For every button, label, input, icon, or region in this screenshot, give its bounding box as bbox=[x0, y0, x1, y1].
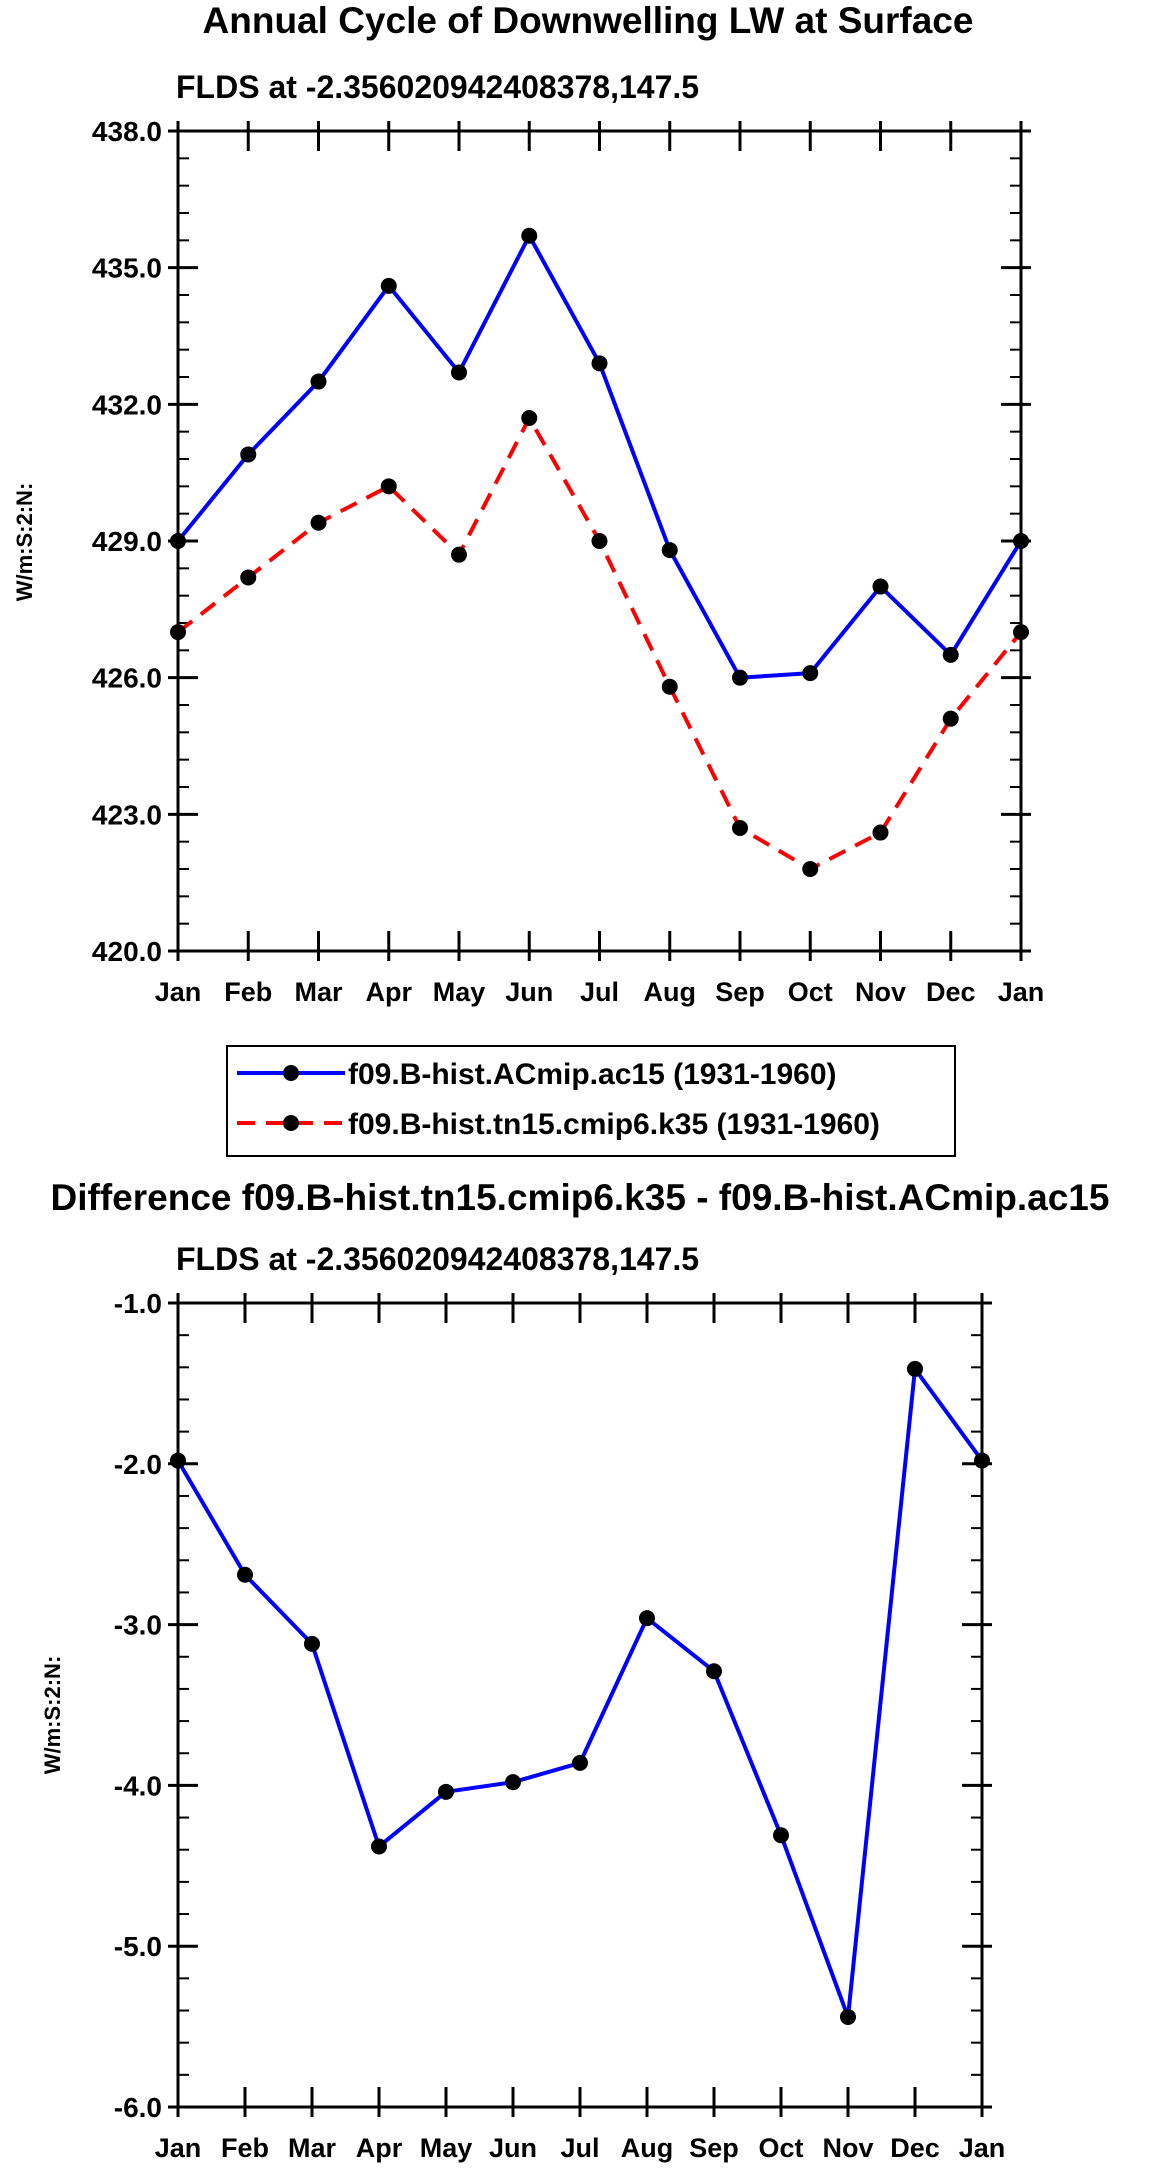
chart2-xtick-label: Oct bbox=[758, 2133, 803, 2163]
chart1-xtick-label: Mar bbox=[294, 977, 343, 1007]
chart1-xtick-label: Jul bbox=[580, 977, 619, 1007]
chart2-xtick-label: Sep bbox=[689, 2133, 739, 2163]
chart1-ytick-label: 432.0 bbox=[92, 389, 162, 420]
chart1-series-2-point bbox=[661, 678, 678, 695]
chart1-series-2-line bbox=[176, 416, 1023, 871]
chart1-series-1-point bbox=[170, 533, 186, 549]
chart1-series-2-point bbox=[942, 710, 959, 727]
chart2-xtick-label: Jan bbox=[155, 2133, 202, 2163]
chart1-xtick-label: Aug bbox=[644, 977, 696, 1007]
legend: f09.B-hist.ACmip.ac15 (1931-1960) f09.B-… bbox=[226, 1045, 956, 1157]
chart1-xtick-label: Feb bbox=[224, 977, 272, 1007]
chart2-series-1-point bbox=[639, 1610, 655, 1627]
legend-marker-series-1 bbox=[283, 1065, 299, 1081]
chart2-xtick-label: May bbox=[420, 2133, 473, 2163]
chart1-series-1-point bbox=[732, 669, 748, 686]
chart2-series-1-point bbox=[170, 1452, 186, 1469]
chart2-ytick-label: -3.0 bbox=[114, 1610, 162, 1641]
legend-box bbox=[226, 1045, 956, 1157]
chart1-subtitle: FLDS at -2.356020942408378,147.5 bbox=[176, 69, 699, 105]
chart2-title: Difference f09.B-hist.tn15.cmip6.k35 - f… bbox=[51, 1177, 1110, 1218]
chart2-plot-area: -6.0 -5.0 -4.0 -3.0 -2.0 -1.0 Jan Feb Mar Apr May J… bbox=[114, 1288, 1006, 2163]
chart2-series-1-point bbox=[505, 1774, 521, 1791]
chart1-series-1-point bbox=[591, 355, 608, 372]
chart1-series-2-point bbox=[310, 514, 327, 531]
chart1-series-1-point bbox=[872, 578, 889, 595]
chart2-ytick-label: -1.0 bbox=[114, 1288, 162, 1319]
chart2-subtitle: FLDS at -2.356020942408378,147.5 bbox=[176, 1241, 699, 1277]
chart1-xtick-label: Jun bbox=[505, 977, 553, 1007]
chart2-ylabel: W/m:S:2:N: bbox=[40, 1656, 65, 1775]
chart1-ytick-label: 435.0 bbox=[92, 253, 162, 284]
chart1-series-1-point bbox=[942, 646, 959, 663]
legend-label-series-2: f09.B-hist.tn15.cmip6.k35 (1931-1960) bbox=[348, 1108, 880, 1141]
chart1-series-1-point bbox=[661, 542, 678, 559]
chart1-xtick-label: Jan bbox=[998, 977, 1045, 1007]
chart1-series-1-point bbox=[1013, 533, 1029, 549]
legend-label-series-1: f09.B-hist.ACmip.ac15 (1931-1960) bbox=[348, 1058, 837, 1091]
chart1-series-1-point bbox=[380, 277, 397, 294]
chart1-series-1-point bbox=[240, 446, 257, 463]
chart2-series-1-line bbox=[176, 1366, 984, 2019]
chart1-title: Annual Cycle of Downwelling LW at Surfac… bbox=[203, 0, 974, 41]
chart1-series-1-line bbox=[176, 233, 1023, 680]
chart1-series-2-point bbox=[732, 820, 748, 836]
chart2-series-1-point bbox=[304, 1635, 320, 1652]
chart1-xtick-label: Oct bbox=[788, 977, 833, 1007]
chart2-xtick-label: Aug bbox=[621, 2133, 673, 2163]
chart2-xtick-label: Feb bbox=[221, 2133, 269, 2163]
chart1-series-1-point bbox=[521, 227, 538, 244]
chart2-series-1-point bbox=[371, 1838, 387, 1855]
chart1-ytick-label: 423.0 bbox=[92, 799, 162, 830]
chart1-xtick-label: Dec bbox=[926, 977, 976, 1007]
chart1-ytick-label: 420.0 bbox=[92, 936, 162, 967]
chart1-ytick-label: 426.0 bbox=[92, 663, 162, 694]
chart2-series-1-point bbox=[974, 1452, 990, 1469]
chart1-series-2-point bbox=[872, 824, 889, 841]
chart1-series-2-point bbox=[240, 569, 257, 586]
chart2-xtick-label: Mar bbox=[288, 2133, 337, 2163]
chart2-xtick-label: Jun bbox=[489, 2133, 537, 2163]
chart2-series-1-point bbox=[773, 1827, 789, 1844]
chart1-xtick-label: Apr bbox=[366, 977, 413, 1007]
chart1-series-2-point bbox=[591, 533, 608, 549]
chart1-series-1-point bbox=[451, 364, 467, 381]
chart1-series-2-point bbox=[451, 546, 467, 563]
chart2-xtick-label: Nov bbox=[822, 2133, 873, 2163]
chart2-xtick-label: Dec bbox=[890, 2133, 940, 2163]
chart2-series-1-point bbox=[237, 1566, 253, 1583]
chart2-series-1-point bbox=[438, 1783, 454, 1800]
chart2-xtick-label: Jul bbox=[560, 2133, 599, 2163]
chart2-series-1-point bbox=[840, 2008, 856, 2025]
chart2-ytick-label: -4.0 bbox=[114, 1770, 162, 1801]
chart2-ytick-label: -6.0 bbox=[114, 2092, 162, 2123]
chart1-series-2-point bbox=[1013, 624, 1029, 641]
chart2-series-1-point bbox=[706, 1663, 722, 1680]
chart2-frame bbox=[176, 1301, 984, 2109]
chart1-series-2-point bbox=[802, 861, 819, 877]
chart1-series-2-point bbox=[170, 624, 186, 641]
chart1-series-1-point bbox=[802, 665, 819, 682]
chart1-plot-area: 420.0 423.0 426.0 429.0 432.0 435.0 438.0 Jan Fe… bbox=[92, 116, 1044, 1007]
chart1-xtick-label: Nov bbox=[855, 977, 906, 1007]
legend-marker-series-2 bbox=[283, 1115, 299, 1131]
chart1-series-2-point bbox=[380, 478, 397, 495]
chart2-xtick-label: Apr bbox=[356, 2133, 403, 2163]
chart1-series-2-point bbox=[521, 410, 538, 426]
chart1-ylabel: W/m:S:2:N: bbox=[12, 483, 37, 602]
chart1-ytick-label: 438.0 bbox=[92, 116, 162, 147]
chart1-series-1-point bbox=[310, 373, 327, 390]
chart1-xtick-label: Sep bbox=[715, 977, 765, 1007]
chart1-xtick-label: Jan bbox=[155, 977, 202, 1007]
chart2-xtick-label: Jan bbox=[959, 2133, 1006, 2163]
chart2-ytick-label: -5.0 bbox=[114, 1931, 162, 1962]
chart2-series-1-point bbox=[572, 1754, 588, 1771]
chart2-series-1-point bbox=[907, 1360, 923, 1377]
chart1-ytick-label: 429.0 bbox=[92, 526, 162, 557]
chart2-ytick-label: -2.0 bbox=[114, 1449, 162, 1480]
chart1-xtick-label: May bbox=[433, 977, 486, 1007]
